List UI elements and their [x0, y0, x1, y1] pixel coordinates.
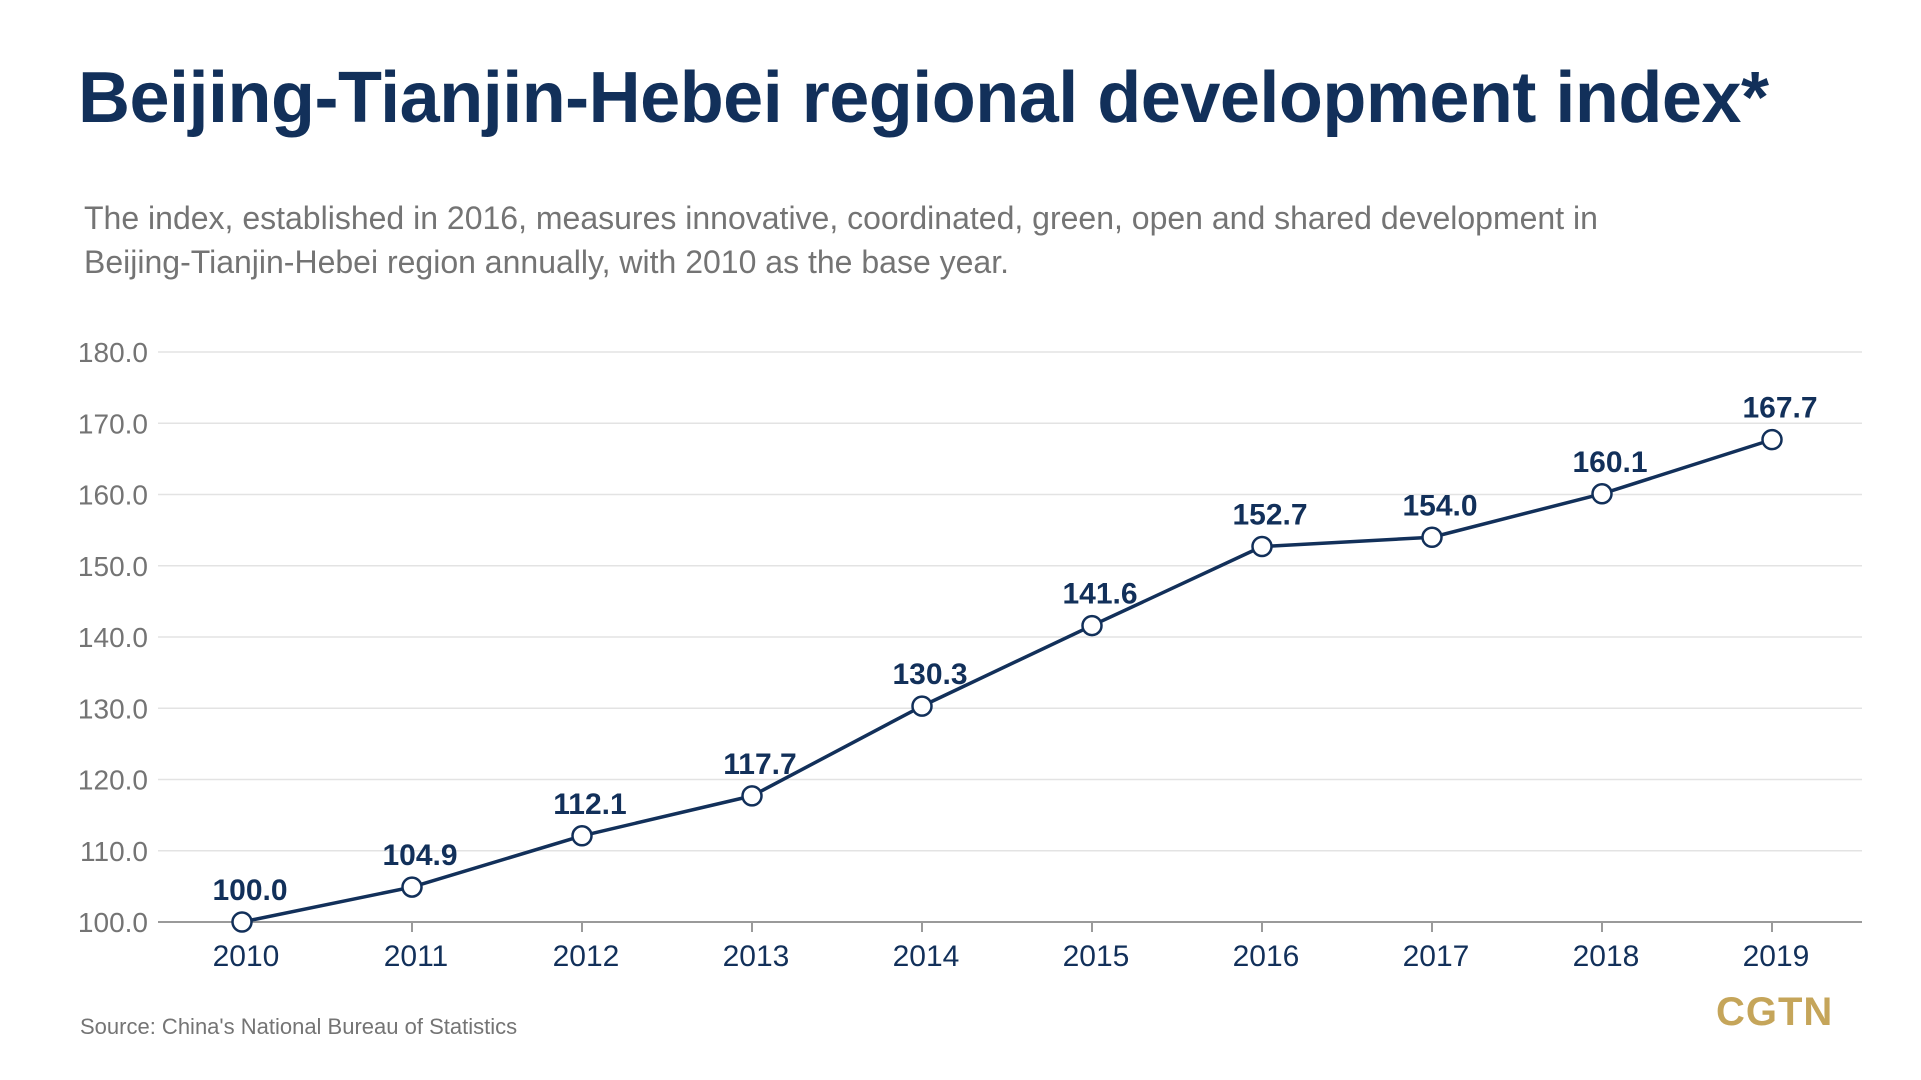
data-point [401, 876, 423, 898]
data-label: 104.9 [382, 839, 457, 872]
x-tick-label: 2012 [553, 940, 620, 973]
series-line [241, 437, 1773, 924]
y-tick-label: 110.0 [80, 836, 148, 867]
y-axis-tick-labels: 100.0 110.0 120.0 130.0 140.0 150.0 160.0 170.0… [78, 337, 148, 938]
data-point [1251, 535, 1273, 558]
data-point [1591, 483, 1613, 505]
x-tick-label: 2016 [1233, 940, 1300, 973]
y-tick-label: 170.0 [78, 408, 148, 439]
data-label: 160.1 [1572, 446, 1647, 479]
data-label: 154.0 [1402, 489, 1477, 522]
y-tick-label: 130.0 [78, 693, 148, 724]
data-point [741, 785, 763, 807]
data-label: 100.0 [212, 874, 287, 907]
x-tick-label: 2015 [1063, 940, 1130, 973]
x-tick-label: 2010 [213, 940, 280, 973]
x-tick-label: 2013 [723, 940, 790, 973]
x-tick-label: 2017 [1403, 940, 1470, 973]
y-tick-label: 120.0 [78, 765, 148, 796]
data-point [571, 825, 593, 847]
y-tick-label: 150.0 [78, 551, 148, 582]
data-label: 152.7 [1232, 499, 1307, 532]
data-point [1421, 526, 1443, 548]
x-tick-label: 2018 [1573, 940, 1640, 973]
x-tick-label: 2011 [384, 940, 449, 973]
y-tick-label: 100.0 [78, 907, 148, 938]
source-note: Source: China's National Bureau of Stati… [80, 1014, 518, 1039]
gridlines [158, 351, 1862, 852]
y-tick-label: 140.0 [78, 622, 148, 653]
data-labels: 100.0 104.9 112.1 117.7 130.3 141.6 152.7 154.0… [212, 392, 1817, 907]
chart-title: Beijing-Tianjin-Hebei regional developme… [78, 58, 1769, 138]
data-point [911, 695, 933, 717]
data-label: 112.1 [553, 788, 626, 821]
data-point [1761, 428, 1783, 451]
data-point [1081, 614, 1103, 637]
x-tick-label: 2014 [893, 940, 960, 973]
chart-subtitle: The index, established in 2016, measures… [84, 200, 1598, 280]
data-label: 141.6 [1062, 578, 1137, 611]
data-point [231, 911, 253, 933]
x-tick-label: 2019 [1743, 940, 1810, 973]
data-label: 117.7 [723, 748, 796, 781]
y-tick-label: 160.0 [78, 480, 148, 511]
x-axis [158, 921, 1862, 932]
data-points [231, 428, 1783, 933]
data-label: 167.7 [1742, 392, 1817, 425]
y-tick-label: 180.0 [78, 337, 148, 368]
data-label: 130.3 [892, 658, 967, 691]
cgtn-logo: CGTN [1716, 990, 1834, 1034]
x-axis-tick-labels: 2010 2011 2012 2013 2014 2015 2016 2017 2018 2019 [213, 940, 1810, 973]
series-line-group [241, 437, 1773, 924]
